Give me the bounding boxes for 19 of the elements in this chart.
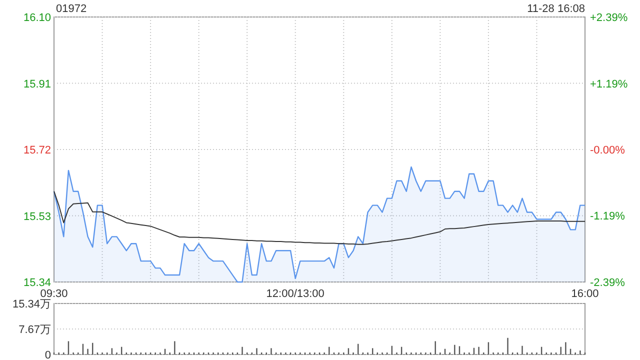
x-tick-label: 12:00/13:00 bbox=[266, 288, 324, 300]
y-tick-label: 15.34 bbox=[23, 277, 51, 289]
y-tick-label: 15.91 bbox=[23, 78, 51, 90]
y2-tick-label: -0.00% bbox=[590, 144, 626, 156]
y-tick-label: 7.67万 bbox=[18, 324, 51, 336]
y2-tick-label: +2.39% bbox=[590, 12, 628, 24]
y-tick-label: 15.72 bbox=[23, 144, 51, 156]
line-series bbox=[54, 190, 586, 245]
y2-tick-label: +1.19% bbox=[590, 78, 628, 91]
y-tick-label: 16.10 bbox=[23, 12, 51, 24]
y2-tick-label: -1.19% bbox=[590, 210, 626, 222]
y2-tick-label: -2.39% bbox=[590, 277, 626, 289]
y-tick-label: 0 bbox=[44, 350, 51, 360]
chart-title: 01972 bbox=[56, 3, 87, 15]
y-tick-label: 15.34万 bbox=[12, 298, 51, 310]
text: 11-28 16:08 bbox=[527, 3, 585, 15]
y-tick-label: 15.53 bbox=[23, 210, 51, 223]
x-tick-label: 16:00 bbox=[571, 288, 599, 300]
x-tick-label: 09:30 bbox=[40, 288, 68, 300]
